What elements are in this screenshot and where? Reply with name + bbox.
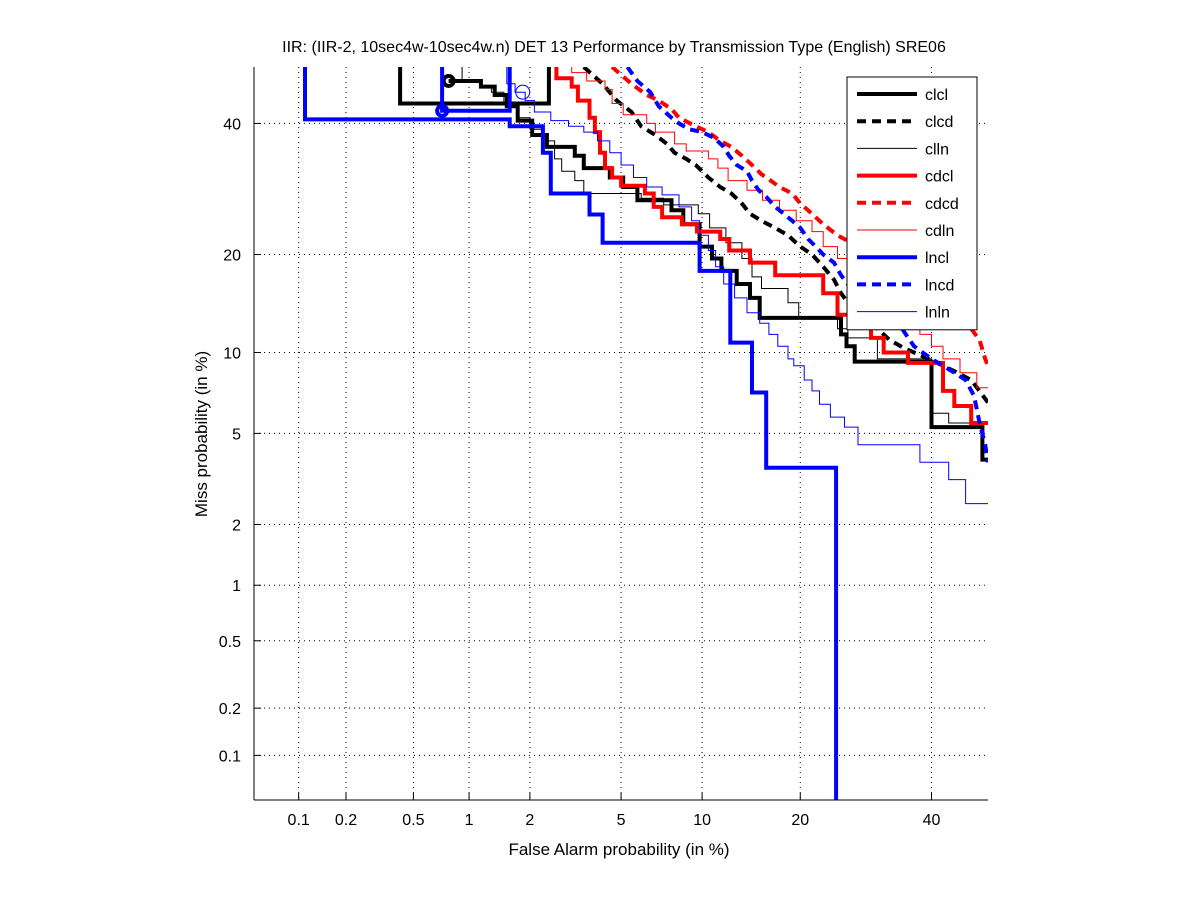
curve-lncd: [625, 67, 988, 463]
x-tick-label: 5: [617, 812, 626, 829]
y-tick-label: 0.1: [219, 748, 241, 765]
min-dcf-marker-clcl: [441, 73, 456, 88]
x-tick-label: 1: [465, 812, 474, 829]
legend: clcl clcd clln cdcl cdcd cdln lncl lncd lnln: [846, 76, 978, 331]
x-tick-label: 0.1: [288, 812, 310, 829]
legend-label: clcl: [925, 87, 948, 104]
curves: [303, 67, 988, 800]
legend-label: cdln: [925, 223, 954, 240]
x-tick-label: 40: [923, 812, 941, 829]
x-tick-label: 10: [693, 812, 711, 829]
legend-label: lncl: [925, 250, 949, 267]
curve-clln: [461, 67, 988, 424]
series-clcd: [582, 67, 988, 404]
y-ticks: 0.1 0.2 0.5 1 2 5 10 20 40: [219, 116, 261, 765]
grid: [254, 67, 988, 800]
series-cdcl: [554, 67, 988, 425]
legend-label: clcd: [925, 114, 953, 131]
x-tick-label: 2: [525, 812, 534, 829]
x-tick-label: 0.2: [335, 812, 357, 829]
curve-clcl: [398, 67, 551, 106]
chart-title: IIR: (IIR-2, 10sec4w-10sec4w.n) DET 13 P…: [282, 39, 946, 56]
x-axis-label: False Alarm probability (in %): [508, 840, 729, 859]
legend-item-lncd: lncd: [857, 277, 954, 294]
y-tick-label: 1: [232, 578, 241, 595]
y-tick-label: 0.2: [219, 701, 241, 718]
legend-label: clln: [925, 141, 949, 158]
x-tick-label: 20: [791, 812, 809, 829]
legend-item-lnln: lnln: [857, 305, 950, 322]
legend-item-cdcl: cdcl: [857, 169, 953, 186]
y-tick-label: 0.5: [219, 634, 241, 651]
legend-item-cdln: cdln: [857, 223, 954, 240]
min-dcf-marker-lnln: [515, 84, 531, 100]
x-ticks: 0.1 0.2 0.5 1 2 5 10 20 40: [288, 793, 941, 829]
curve-lnln: [506, 67, 988, 505]
series-lncl: [303, 67, 839, 800]
y-tick-label: 40: [223, 116, 241, 133]
x-tick-label: 0.5: [402, 812, 424, 829]
legend-item-cdcd: cdcd: [857, 196, 959, 213]
legend-label: lncd: [925, 277, 954, 294]
curve-clcl: [448, 79, 988, 462]
series-lncd: [625, 67, 988, 463]
y-tick-label: 10: [223, 345, 241, 362]
curve-lncl: [440, 67, 512, 113]
curve-cdcl: [554, 67, 988, 425]
series-clln: [461, 67, 988, 424]
series-lnln: [506, 67, 988, 505]
y-tick-label: 20: [223, 247, 241, 264]
legend-box: [846, 76, 978, 331]
legend-label: cdcl: [925, 169, 953, 186]
curve-lncl: [303, 67, 839, 800]
legend-item-clln: clln: [857, 141, 949, 158]
legend-item-clcl: clcl: [857, 87, 948, 104]
y-tick-label: 5: [232, 426, 241, 443]
curve-clcd: [582, 67, 988, 404]
y-axis-label: Miss probability (in %): [192, 351, 211, 517]
legend-item-lncl: lncl: [857, 250, 949, 267]
legend-item-clcd: clcd: [857, 114, 953, 131]
min-dcf-marker-lncl: [435, 103, 450, 118]
legend-label: lnln: [925, 305, 950, 322]
y-tick-label: 2: [232, 517, 241, 534]
legend-label: cdcd: [925, 196, 959, 213]
